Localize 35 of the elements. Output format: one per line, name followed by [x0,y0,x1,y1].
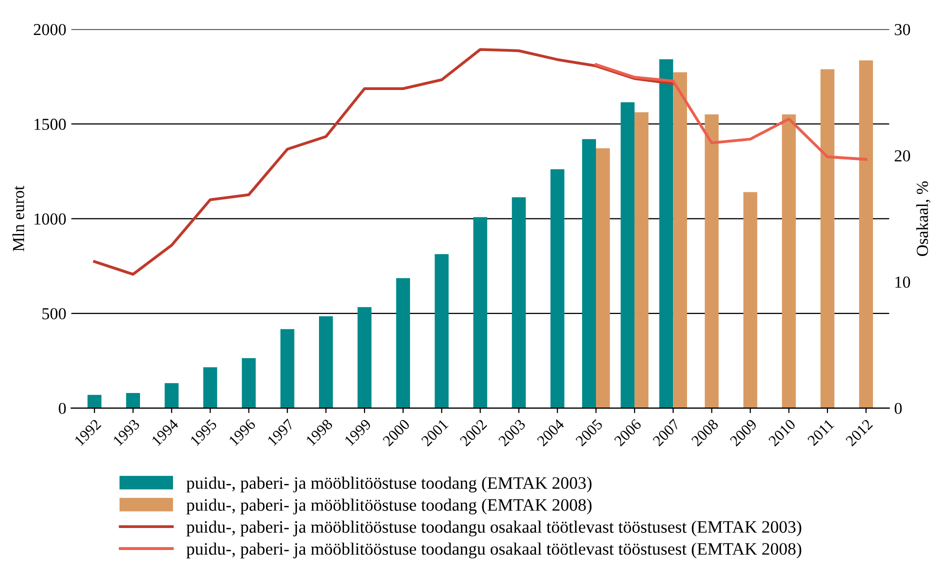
legend-label: puidu-, paberi- ja mööblitööstuse toodangu osakaal töötlevast tööstusest (EMTAK 2003) [186,520,802,536]
bar [242,358,256,408]
bar [859,60,873,408]
bar [434,254,449,408]
y2-tick-label: 30 [894,24,910,36]
legend-label: puidu-, paberi- ja mööblitööstuse toodangu osakaal töötlevast tööstusest (EMTAK 2008) [186,542,802,558]
bar [126,392,140,408]
bar [280,329,294,408]
y-tick-label: 0 [58,402,66,414]
bar [88,394,102,408]
y-tick-label: 1000 [34,213,66,225]
y2-tick-label: 10 [896,276,910,288]
line-series [93,48,675,276]
line-series [594,63,868,161]
y-tick-label: 500 [42,308,66,320]
bar [473,217,488,408]
y2-axis-title: Osakaal, % [916,181,930,256]
bar [512,197,526,408]
y-tick-label: 1500 [34,118,66,130]
legend-label: puidu-, paberi- ja mööblitööstuse toodang (EMTAK 2008) [186,498,592,514]
y-tick-label: 2000 [34,24,66,36]
bar [164,383,179,408]
bar [820,69,834,408]
bar [203,367,218,408]
y2-tick-label: 0 [894,402,902,414]
bar [319,316,333,408]
bar [550,169,564,408]
y2-tick-label: 20 [894,150,910,162]
bar [358,307,372,408]
bar [704,114,719,408]
bar [782,114,796,408]
legend-label: puidu-, paberi- ja mööblitööstuse toodang (EMTAK 2003) [186,476,592,492]
bar [396,278,410,408]
y-axis-title: Mln eurot [12,186,24,252]
bar [743,192,758,408]
